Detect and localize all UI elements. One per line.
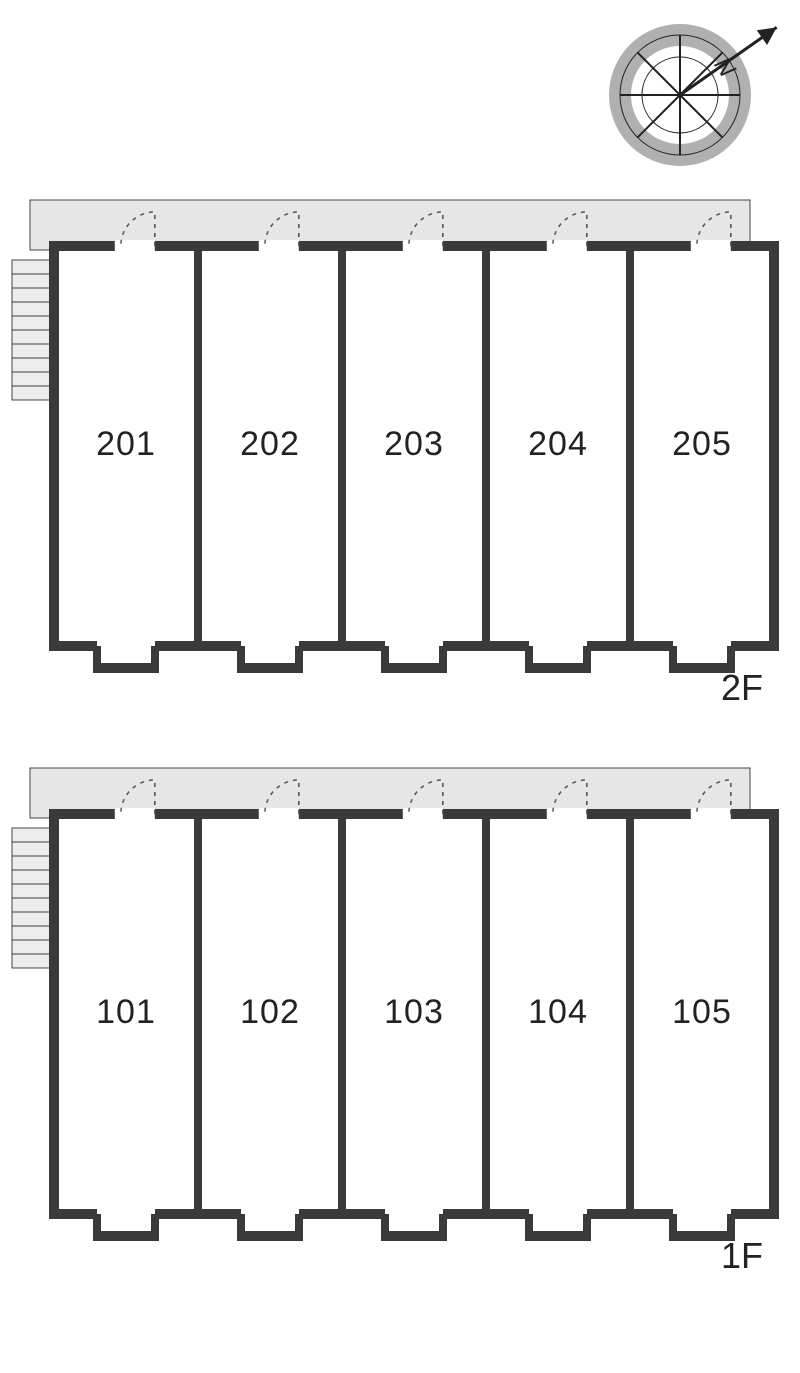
unit-label: 102: [240, 993, 300, 1031]
unit-label: 202: [240, 425, 300, 463]
unit-label: 104: [528, 993, 588, 1031]
floor-label: 2F: [721, 667, 763, 708]
unit-label: 204: [528, 425, 588, 463]
balcony-opening: [241, 640, 299, 652]
balcony-opening: [97, 1208, 155, 1220]
unit-label: 103: [384, 993, 444, 1031]
balcony-opening: [385, 1208, 443, 1220]
stair-icon: [12, 828, 54, 968]
compass: N: [620, 27, 777, 155]
stair-icon: [12, 260, 54, 400]
floor-2F: 201 202 203 204 205 2F: [12, 200, 774, 708]
floor-label: 1F: [721, 1235, 763, 1276]
floor-1F: 101 102 103 104 105 1F: [12, 768, 774, 1276]
balcony-opening: [385, 640, 443, 652]
unit-label: 105: [672, 993, 732, 1031]
balcony-opening: [673, 640, 731, 652]
balcony-opening: [241, 1208, 299, 1220]
balcony-opening: [529, 1208, 587, 1220]
balcony-opening: [529, 640, 587, 652]
unit-label: 101: [96, 993, 156, 1031]
unit-label: 203: [384, 425, 444, 463]
unit-label: 201: [96, 425, 156, 463]
balcony-opening: [673, 1208, 731, 1220]
balcony-opening: [97, 640, 155, 652]
unit-label: 205: [672, 425, 732, 463]
